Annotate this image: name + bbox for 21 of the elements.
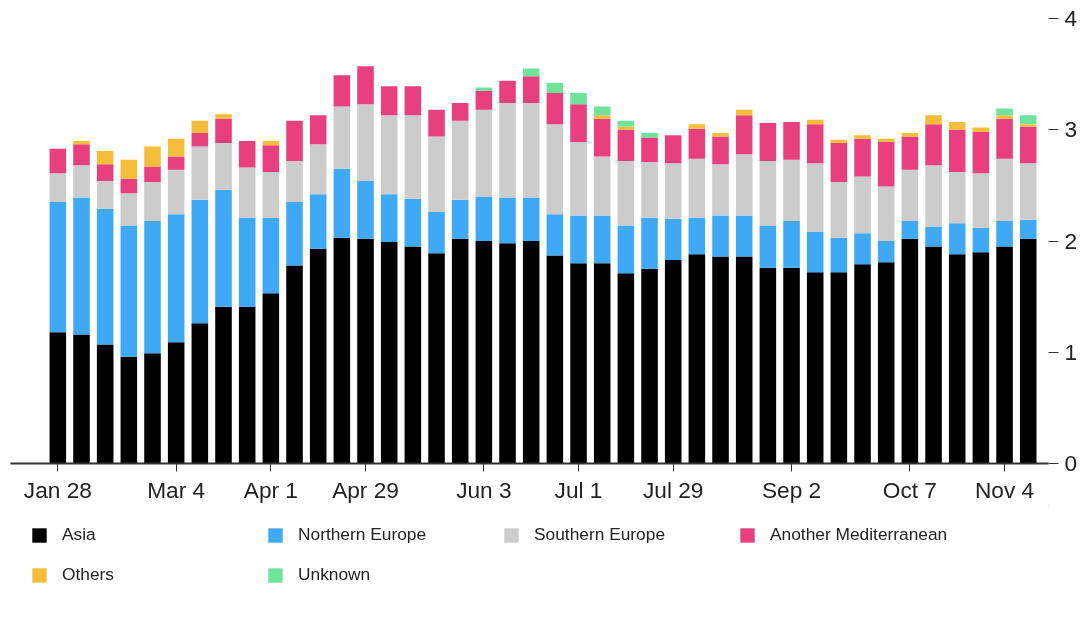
x-tick-label: Apr 29	[332, 476, 399, 503]
x-tick-label: Oct 7	[882, 476, 937, 503]
y-tick-label: 1	[1064, 338, 1078, 365]
y-tick-label: 0	[1064, 450, 1078, 476]
x-tick-label: Mar 4	[147, 476, 206, 503]
x-tick-label: Jul 29	[642, 476, 704, 503]
x-tick-label: Nov 4	[974, 476, 1035, 503]
x-tick-label: Sep 2	[761, 476, 822, 503]
legend-label: Others	[62, 564, 115, 585]
x-tick-label: Jul 1	[554, 476, 603, 503]
x-tick-label: Apr 1	[243, 476, 298, 503]
y-tick-label: 4	[1064, 5, 1078, 31]
legend-label: Another Mediterranean	[770, 524, 949, 545]
legend-label: Southern Europe	[534, 524, 667, 545]
legend-label: Asia	[62, 524, 97, 545]
x-tick-label: Jan 28	[23, 476, 92, 503]
legend-label: Northern Europe	[298, 524, 428, 545]
legend-label: Unknown	[298, 564, 372, 585]
x-tick-label: Jun 3	[456, 476, 512, 503]
y-tick-label: 3	[1064, 116, 1078, 143]
y-tick-label: 2	[1064, 227, 1078, 254]
